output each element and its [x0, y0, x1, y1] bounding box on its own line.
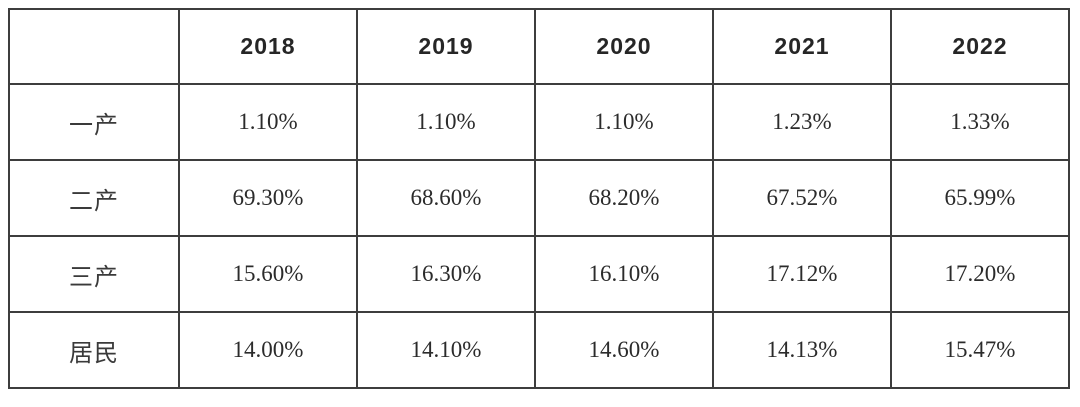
row-label-primary-industry: 一产 [8, 83, 180, 161]
table-cell: 1.23% [712, 83, 892, 161]
row-label-tertiary-industry: 三产 [8, 235, 180, 313]
table-cell: 69.30% [178, 159, 358, 237]
table-body: 一产 1.10% 1.10% 1.10% 1.23% 1.33% 二产 69.3… [8, 83, 1070, 389]
table-cell: 15.60% [178, 235, 358, 313]
column-header-2020: 2020 [534, 8, 714, 85]
table-cell: 17.12% [712, 235, 892, 313]
column-header-2019: 2019 [356, 8, 536, 85]
table-cell: 14.10% [356, 311, 536, 389]
table-cell: 1.10% [534, 83, 714, 161]
table-cell: 1.10% [178, 83, 358, 161]
table-cell: 65.99% [890, 159, 1070, 237]
percentage-table-container: 2018 2019 2020 2021 2022 一产 1.10% 1.10% … [8, 8, 1070, 389]
corner-header-cell [8, 8, 180, 85]
table-cell: 14.13% [712, 311, 892, 389]
column-header-2018: 2018 [178, 8, 358, 85]
table-cell: 16.30% [356, 235, 536, 313]
table-cell: 14.00% [178, 311, 358, 389]
table-cell: 1.33% [890, 83, 1070, 161]
table-cell: 67.52% [712, 159, 892, 237]
table-row-tertiary-industry: 三产 15.60% 16.30% 16.10% 17.12% 17.20% [8, 235, 1070, 313]
row-label-secondary-industry: 二产 [8, 159, 180, 237]
table-cell: 68.60% [356, 159, 536, 237]
table-row-primary-industry: 一产 1.10% 1.10% 1.10% 1.23% 1.33% [8, 83, 1070, 161]
column-header-2022: 2022 [890, 8, 1070, 85]
table-cell: 14.60% [534, 311, 714, 389]
table-cell: 16.10% [534, 235, 714, 313]
row-label-residents: 居民 [8, 311, 180, 389]
table-row-residents: 居民 14.00% 14.10% 14.60% 14.13% 15.47% [8, 311, 1070, 389]
table-row-secondary-industry: 二产 69.30% 68.60% 68.20% 67.52% 65.99% [8, 159, 1070, 237]
table-cell: 68.20% [534, 159, 714, 237]
table-cell: 17.20% [890, 235, 1070, 313]
column-header-2021: 2021 [712, 8, 892, 85]
table-cell: 1.10% [356, 83, 536, 161]
table-cell: 15.47% [890, 311, 1070, 389]
header-row: 2018 2019 2020 2021 2022 [8, 8, 1070, 85]
yearly-percentage-table: 2018 2019 2020 2021 2022 一产 1.10% 1.10% … [8, 8, 1070, 389]
table-header: 2018 2019 2020 2021 2022 [8, 8, 1070, 85]
